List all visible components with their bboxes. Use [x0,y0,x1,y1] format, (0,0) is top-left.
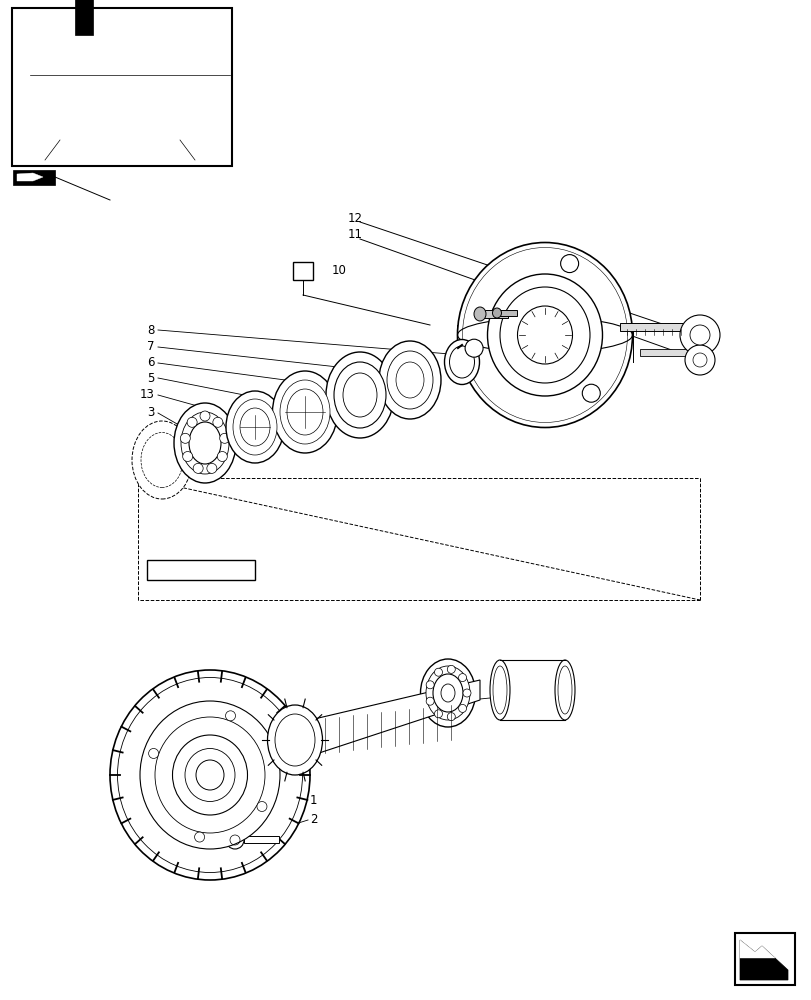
Ellipse shape [379,341,440,419]
Bar [12,8,232,166]
Bar [639,349,699,356]
Circle shape [193,463,203,473]
Ellipse shape [444,340,479,384]
Ellipse shape [286,389,323,435]
Bar [496,310,517,316]
Circle shape [426,697,434,705]
Circle shape [458,674,466,682]
Bar [243,836,279,843]
Text: 3: 3 [148,406,155,420]
Circle shape [458,704,466,712]
Text: 1: 1 [310,793,317,806]
Text: 10: 10 [332,264,346,277]
Ellipse shape [155,717,264,833]
Circle shape [187,417,197,427]
Ellipse shape [267,705,322,775]
Bar [479,310,508,318]
Bar [200,65,230,90]
Ellipse shape [280,380,329,444]
Ellipse shape [132,421,191,499]
Ellipse shape [225,391,284,463]
Ellipse shape [275,714,315,766]
Circle shape [447,713,455,721]
Ellipse shape [189,422,221,464]
Text: 6: 6 [148,357,155,369]
Text: 11: 11 [348,229,363,241]
Text: 3: 3 [525,688,532,702]
Text: 8: 8 [148,324,155,336]
Circle shape [426,681,434,689]
Polygon shape [739,940,787,980]
Ellipse shape [195,760,224,790]
Ellipse shape [233,399,277,455]
Ellipse shape [449,346,474,378]
Ellipse shape [272,371,337,453]
Polygon shape [17,173,43,181]
Polygon shape [739,940,774,958]
Ellipse shape [440,684,454,702]
Ellipse shape [517,306,572,364]
Text: 1.40.7/06 02: 1.40.7/06 02 [162,564,237,576]
Circle shape [182,452,192,462]
Ellipse shape [387,351,432,409]
Circle shape [689,325,709,345]
Circle shape [447,665,455,673]
Circle shape [180,433,190,443]
Ellipse shape [492,308,501,318]
Circle shape [434,710,442,718]
Circle shape [692,353,706,367]
Polygon shape [500,660,564,720]
Ellipse shape [333,362,385,428]
Circle shape [679,315,719,355]
Polygon shape [13,170,55,185]
Ellipse shape [554,660,574,720]
Circle shape [560,255,578,273]
Circle shape [207,463,217,473]
Circle shape [225,711,235,721]
Circle shape [217,452,227,462]
Circle shape [256,801,267,811]
Circle shape [212,417,222,427]
Ellipse shape [172,735,247,815]
Bar [734,933,794,985]
Text: 13: 13 [140,388,155,401]
Ellipse shape [420,659,475,727]
Ellipse shape [174,403,236,483]
Polygon shape [310,680,479,756]
Ellipse shape [181,412,229,474]
Ellipse shape [109,670,310,880]
Ellipse shape [500,287,590,383]
Circle shape [148,748,158,758]
Ellipse shape [342,373,376,417]
Bar [620,323,699,331]
Bar [293,262,312,280]
Text: 2: 2 [310,813,317,826]
Circle shape [581,384,599,402]
Circle shape [465,339,483,357]
Ellipse shape [474,307,486,321]
Circle shape [434,668,442,676]
Circle shape [200,411,210,421]
Ellipse shape [489,660,509,720]
Ellipse shape [139,701,280,849]
Text: 4: 4 [525,666,532,680]
Text: 9: 9 [299,264,307,277]
Text: 7: 7 [148,340,155,354]
Bar [18,65,63,90]
Bar [147,560,255,580]
Circle shape [684,345,714,375]
Ellipse shape [487,274,602,396]
Circle shape [225,831,243,849]
Text: 12: 12 [348,212,363,225]
Bar [55,142,175,160]
Circle shape [220,433,230,443]
Ellipse shape [432,674,462,712]
Ellipse shape [426,666,470,720]
Text: 5: 5 [148,371,155,384]
Ellipse shape [457,242,632,428]
Bar [75,0,93,35]
Ellipse shape [325,352,393,438]
Circle shape [195,832,204,842]
Circle shape [462,689,470,697]
